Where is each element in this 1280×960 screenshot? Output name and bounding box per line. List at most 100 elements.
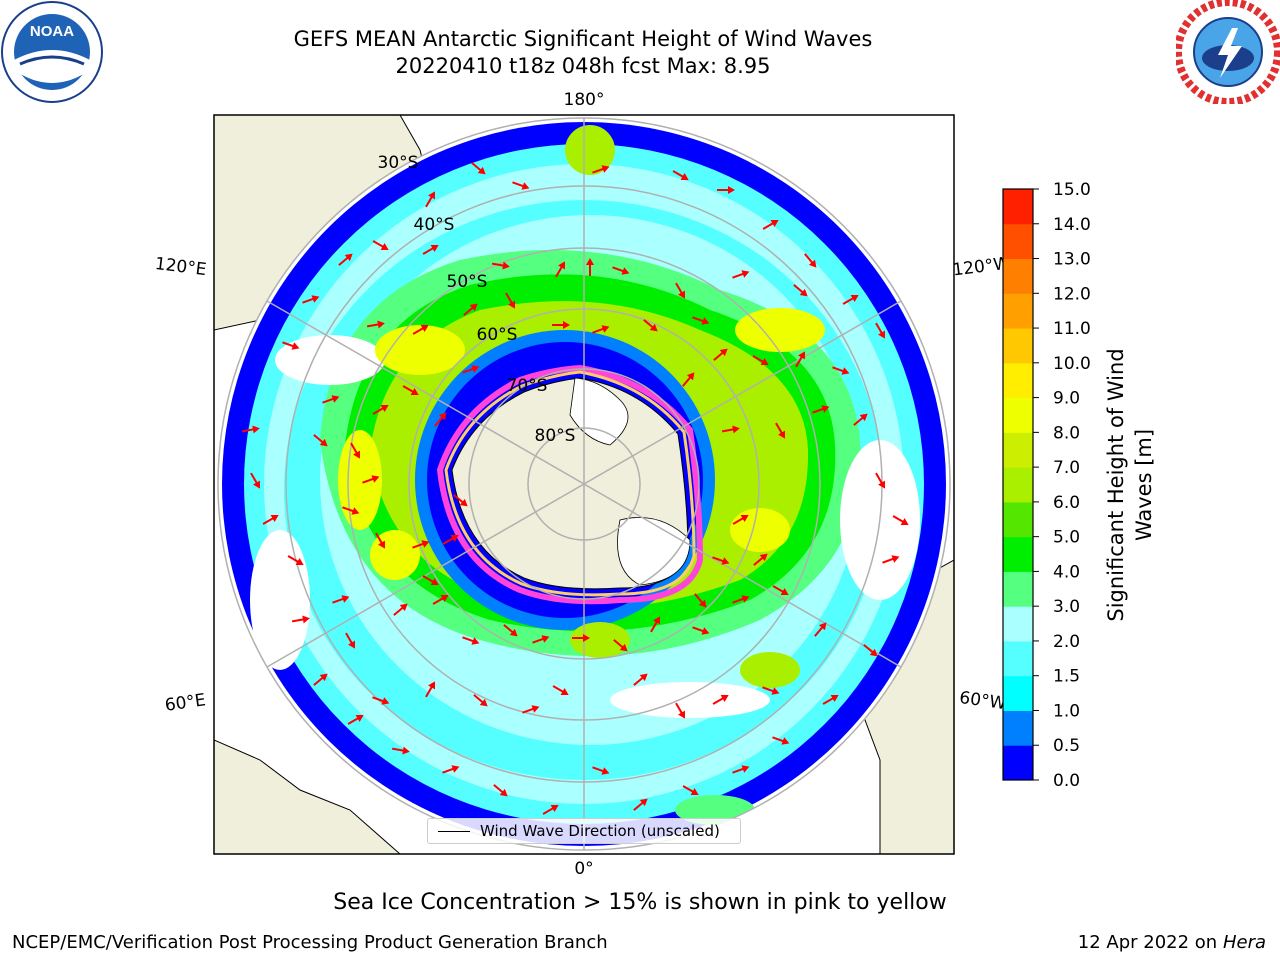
footer-date-text: 12 Apr 2022 on (1077, 932, 1223, 953)
wave-direction-arrow (402, 385, 419, 395)
wave-direction-arrow (442, 765, 460, 774)
wave-direction-arrow (717, 186, 735, 194)
colorbar-label-line-2: Waves [m] (1132, 429, 1156, 541)
colorbar-swatch (1003, 432, 1033, 468)
wave-direction-arrow (793, 284, 808, 297)
wave-direction-arrow (675, 282, 685, 299)
wave-direction-arrow (322, 395, 340, 404)
colorbar-swatch (1003, 675, 1033, 711)
colorbar-tick-label: 13.0 (1053, 250, 1091, 270)
caption: Sea Ice Concentration > 15% is shown in … (333, 890, 947, 915)
wave-direction-arrow (362, 475, 380, 484)
wave-direction-arrow (753, 553, 768, 566)
wind-wave-arrows (241, 162, 909, 815)
colorbar-swatch (1003, 397, 1033, 433)
colorbar-label-line-1: Significant Height of Wind (1104, 348, 1128, 621)
wave-direction-arrow (347, 715, 364, 725)
colorbar-tick-label: 0.5 (1053, 736, 1080, 756)
colorbar-tick-label: 8.0 (1053, 423, 1080, 443)
wave-direction-arrow (512, 181, 530, 190)
wave-direction-arrow (692, 626, 710, 635)
wave-direction-arrow (542, 805, 559, 815)
wave-direction-arrow (692, 316, 710, 325)
wave-direction-arrow (350, 442, 360, 459)
wave-direction-arrow (372, 696, 390, 705)
graticule (217, 117, 951, 851)
lat-label-30s: 30°S (378, 153, 419, 173)
footer-host: Hera (1222, 932, 1266, 953)
wave-direction-arrow (393, 603, 408, 616)
colorbar-swatch (1003, 293, 1033, 329)
sea-ice-edge (436, 364, 704, 605)
footer-credit: NCEP/EMC/Verification Post Processing Pr… (12, 932, 608, 953)
wave-direction-arrow (762, 220, 779, 230)
wave-direction-arrow (332, 595, 350, 604)
noaa-logo: NOAA (1, 1, 103, 103)
wave-direction-arrow (853, 413, 868, 426)
wave-direction-arrow (592, 325, 610, 334)
colorbar-swatch (1003, 536, 1033, 572)
wave-direction-arrow (241, 425, 260, 434)
wave-direction-arrow (313, 673, 328, 686)
footer-date: 12 Apr 2022 on Hera (1078, 932, 1266, 953)
colorbar-tick-label: 7.0 (1053, 458, 1080, 478)
wave-direction-arrow (453, 494, 468, 507)
wave-direction-arrow (493, 784, 508, 797)
lat-label-40s: 40°S (414, 215, 455, 235)
wave-direction-arrow (422, 575, 439, 585)
wave-direction-arrow (462, 365, 480, 374)
wave-direction-arrow (262, 515, 279, 525)
wave-direction-arrow (422, 245, 439, 255)
wave-direction-arrow (345, 632, 355, 649)
colorbar-tick-label: 11.0 (1053, 319, 1091, 339)
colorbar-tick-label: 5.0 (1053, 528, 1080, 548)
wave-direction-arrow (291, 615, 310, 624)
wave-direction-arrow (375, 532, 385, 549)
colorbar-tick-label: 0.0 (1053, 771, 1080, 791)
wave-direction-arrow (586, 258, 594, 276)
wave-direction-arrow (682, 372, 695, 387)
wave-direction-arrow (832, 366, 850, 375)
wave-direction-arrow (442, 535, 459, 545)
map-legend: Wind Wave Direction (unscaled) (427, 818, 741, 844)
lon-label-0: 0° (574, 859, 593, 879)
lon-label-180: 180° (564, 90, 605, 110)
colorbar-tick-label: 4.0 (1053, 562, 1080, 582)
colorbar-tick-label: 15.0 (1053, 180, 1091, 200)
wave-direction-arrow (712, 556, 730, 565)
colorbar-swatch (1003, 501, 1033, 538)
colorbar-tick-label: 6.0 (1053, 493, 1080, 513)
wave-direction-arrow (775, 422, 785, 439)
wave-direction-arrow (532, 635, 550, 644)
wave-direction-arrow (412, 540, 430, 549)
wave-direction-arrow (863, 644, 878, 657)
wave-direction-arrow (822, 695, 839, 705)
wave-direction-arrow (732, 595, 750, 604)
wave-direction-arrow (875, 472, 885, 489)
wave-direction-arrow (592, 766, 610, 775)
lat-label-50s: 50°S (447, 272, 488, 292)
wave-direction-arrow (366, 320, 385, 329)
wave-direction-arrow (882, 555, 900, 564)
wave-direction-arrow (804, 253, 817, 268)
wave-direction-arrow (672, 170, 689, 180)
wave-direction-arrow (572, 634, 590, 642)
wave-direction-arrow (732, 765, 750, 774)
wave-direction-arrow (552, 321, 570, 329)
colorbar-swatch (1003, 189, 1033, 225)
wave-direction-arrow (613, 639, 628, 652)
colorbar-swatch (1003, 710, 1033, 746)
wave-direction-arrow (712, 695, 729, 705)
colorbar-swatch (1003, 362, 1033, 399)
wave-direction-arrow (555, 261, 565, 278)
colorbar-tick-label: 9.0 (1053, 389, 1080, 409)
wave-direction-arrow (592, 165, 610, 174)
wave-direction-arrow (772, 585, 789, 595)
wave-direction-arrow (772, 736, 790, 745)
colorbar-frame (1002, 188, 1034, 781)
wave-direction-arrow (814, 622, 827, 637)
wave-direction-arrow (795, 351, 805, 368)
wave-direction-arrow (650, 616, 660, 633)
title-line-1: GEFS MEAN Antarctic Significant Height o… (293, 27, 873, 51)
